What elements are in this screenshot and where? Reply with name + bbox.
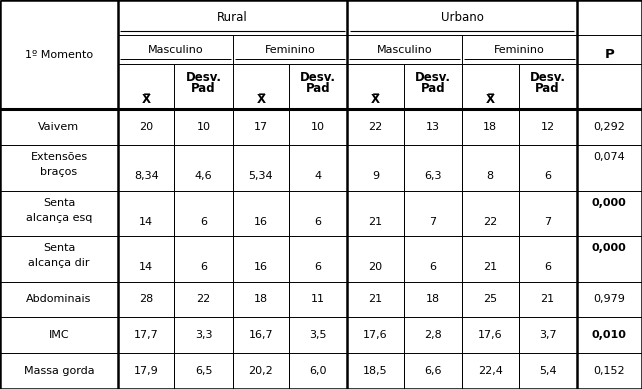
Text: Pad: Pad	[306, 82, 331, 95]
Text: 1º Momento: 1º Momento	[25, 50, 93, 60]
Text: Urbano: Urbano	[440, 11, 483, 24]
Text: 6: 6	[544, 262, 551, 272]
Text: 13: 13	[426, 122, 440, 132]
Text: 3,7: 3,7	[539, 330, 557, 340]
Text: 21: 21	[541, 294, 555, 305]
Text: 20: 20	[139, 122, 153, 132]
Text: 0,979: 0,979	[593, 294, 625, 305]
Text: 6: 6	[429, 262, 437, 272]
Text: 6,5: 6,5	[195, 366, 213, 376]
Text: 17: 17	[254, 122, 268, 132]
Text: 5,34: 5,34	[248, 171, 273, 181]
Text: 14: 14	[139, 217, 153, 226]
Text: Senta: Senta	[43, 244, 75, 253]
Text: alcança dir: alcança dir	[28, 258, 90, 268]
Text: alcança esq: alcança esq	[26, 213, 92, 223]
Text: P: P	[605, 48, 614, 61]
Text: 4: 4	[315, 171, 322, 181]
Text: 9: 9	[372, 171, 379, 181]
Text: 16: 16	[254, 217, 268, 226]
Text: Massa gorda: Massa gorda	[24, 366, 94, 376]
Text: Desv.: Desv.	[415, 71, 451, 84]
Text: Masculino: Masculino	[148, 45, 203, 55]
Text: 0,152: 0,152	[594, 366, 625, 376]
Text: 8: 8	[487, 171, 494, 181]
Text: 18: 18	[254, 294, 268, 305]
Text: Desv.: Desv.	[530, 71, 566, 84]
Text: 7: 7	[544, 217, 551, 226]
Text: Feminino: Feminino	[494, 45, 544, 55]
Text: Feminino: Feminino	[265, 45, 315, 55]
Text: 6,3: 6,3	[424, 171, 442, 181]
Text: Rural: Rural	[217, 11, 248, 24]
Text: 6: 6	[315, 262, 322, 272]
Text: 2,8: 2,8	[424, 330, 442, 340]
Text: 17,7: 17,7	[134, 330, 159, 340]
Text: 20: 20	[369, 262, 383, 272]
Text: Desv.: Desv.	[300, 71, 336, 84]
Text: 16,7: 16,7	[248, 330, 273, 340]
Text: Pad: Pad	[421, 82, 445, 95]
Text: 0,000: 0,000	[592, 198, 627, 208]
Text: 17,6: 17,6	[478, 330, 503, 340]
Text: 18,5: 18,5	[363, 366, 388, 376]
Text: 18: 18	[426, 294, 440, 305]
Text: 7: 7	[429, 217, 437, 226]
Text: 22: 22	[369, 122, 383, 132]
Text: 21: 21	[483, 262, 498, 272]
Text: X̅: X̅	[371, 93, 380, 106]
Text: Pad: Pad	[535, 82, 560, 95]
Text: X̅: X̅	[142, 93, 151, 106]
Text: braços: braços	[40, 168, 78, 177]
Text: Vaivem: Vaivem	[39, 122, 80, 132]
Text: Desv.: Desv.	[186, 71, 221, 84]
Text: Extensões: Extensões	[30, 152, 87, 163]
Text: 14: 14	[139, 262, 153, 272]
Text: 20,2: 20,2	[248, 366, 273, 376]
Text: 11: 11	[311, 294, 325, 305]
Text: 6: 6	[544, 171, 551, 181]
Text: 21: 21	[369, 217, 383, 226]
Text: 0,292: 0,292	[593, 122, 625, 132]
Text: 0,000: 0,000	[592, 244, 627, 253]
Text: 22: 22	[483, 217, 498, 226]
Text: 5,4: 5,4	[539, 366, 557, 376]
Text: Senta: Senta	[43, 198, 75, 208]
Text: 22: 22	[196, 294, 211, 305]
Text: 6: 6	[200, 217, 207, 226]
Text: Abdominais: Abdominais	[26, 294, 92, 305]
Text: 17,9: 17,9	[134, 366, 159, 376]
Text: 12: 12	[541, 122, 555, 132]
Text: X̅: X̅	[256, 93, 265, 106]
Text: 6,6: 6,6	[424, 366, 442, 376]
Text: 0,010: 0,010	[592, 330, 627, 340]
Text: 8,34: 8,34	[134, 171, 159, 181]
Text: 4,6: 4,6	[195, 171, 213, 181]
Text: 3,5: 3,5	[309, 330, 327, 340]
Text: 3,3: 3,3	[195, 330, 213, 340]
Text: 21: 21	[369, 294, 383, 305]
Text: 16: 16	[254, 262, 268, 272]
Text: X̅: X̅	[486, 93, 495, 106]
Text: 22,4: 22,4	[478, 366, 503, 376]
Text: 28: 28	[139, 294, 153, 305]
Text: 6: 6	[315, 217, 322, 226]
Text: 25: 25	[483, 294, 498, 305]
Text: Masculino: Masculino	[377, 45, 433, 55]
Text: 6: 6	[200, 262, 207, 272]
Text: 17,6: 17,6	[363, 330, 388, 340]
Text: 10: 10	[196, 122, 211, 132]
Text: Pad: Pad	[191, 82, 216, 95]
Text: 0,074: 0,074	[593, 152, 625, 163]
Text: 18: 18	[483, 122, 498, 132]
Text: 10: 10	[311, 122, 325, 132]
Text: IMC: IMC	[49, 330, 69, 340]
Text: 6,0: 6,0	[309, 366, 327, 376]
